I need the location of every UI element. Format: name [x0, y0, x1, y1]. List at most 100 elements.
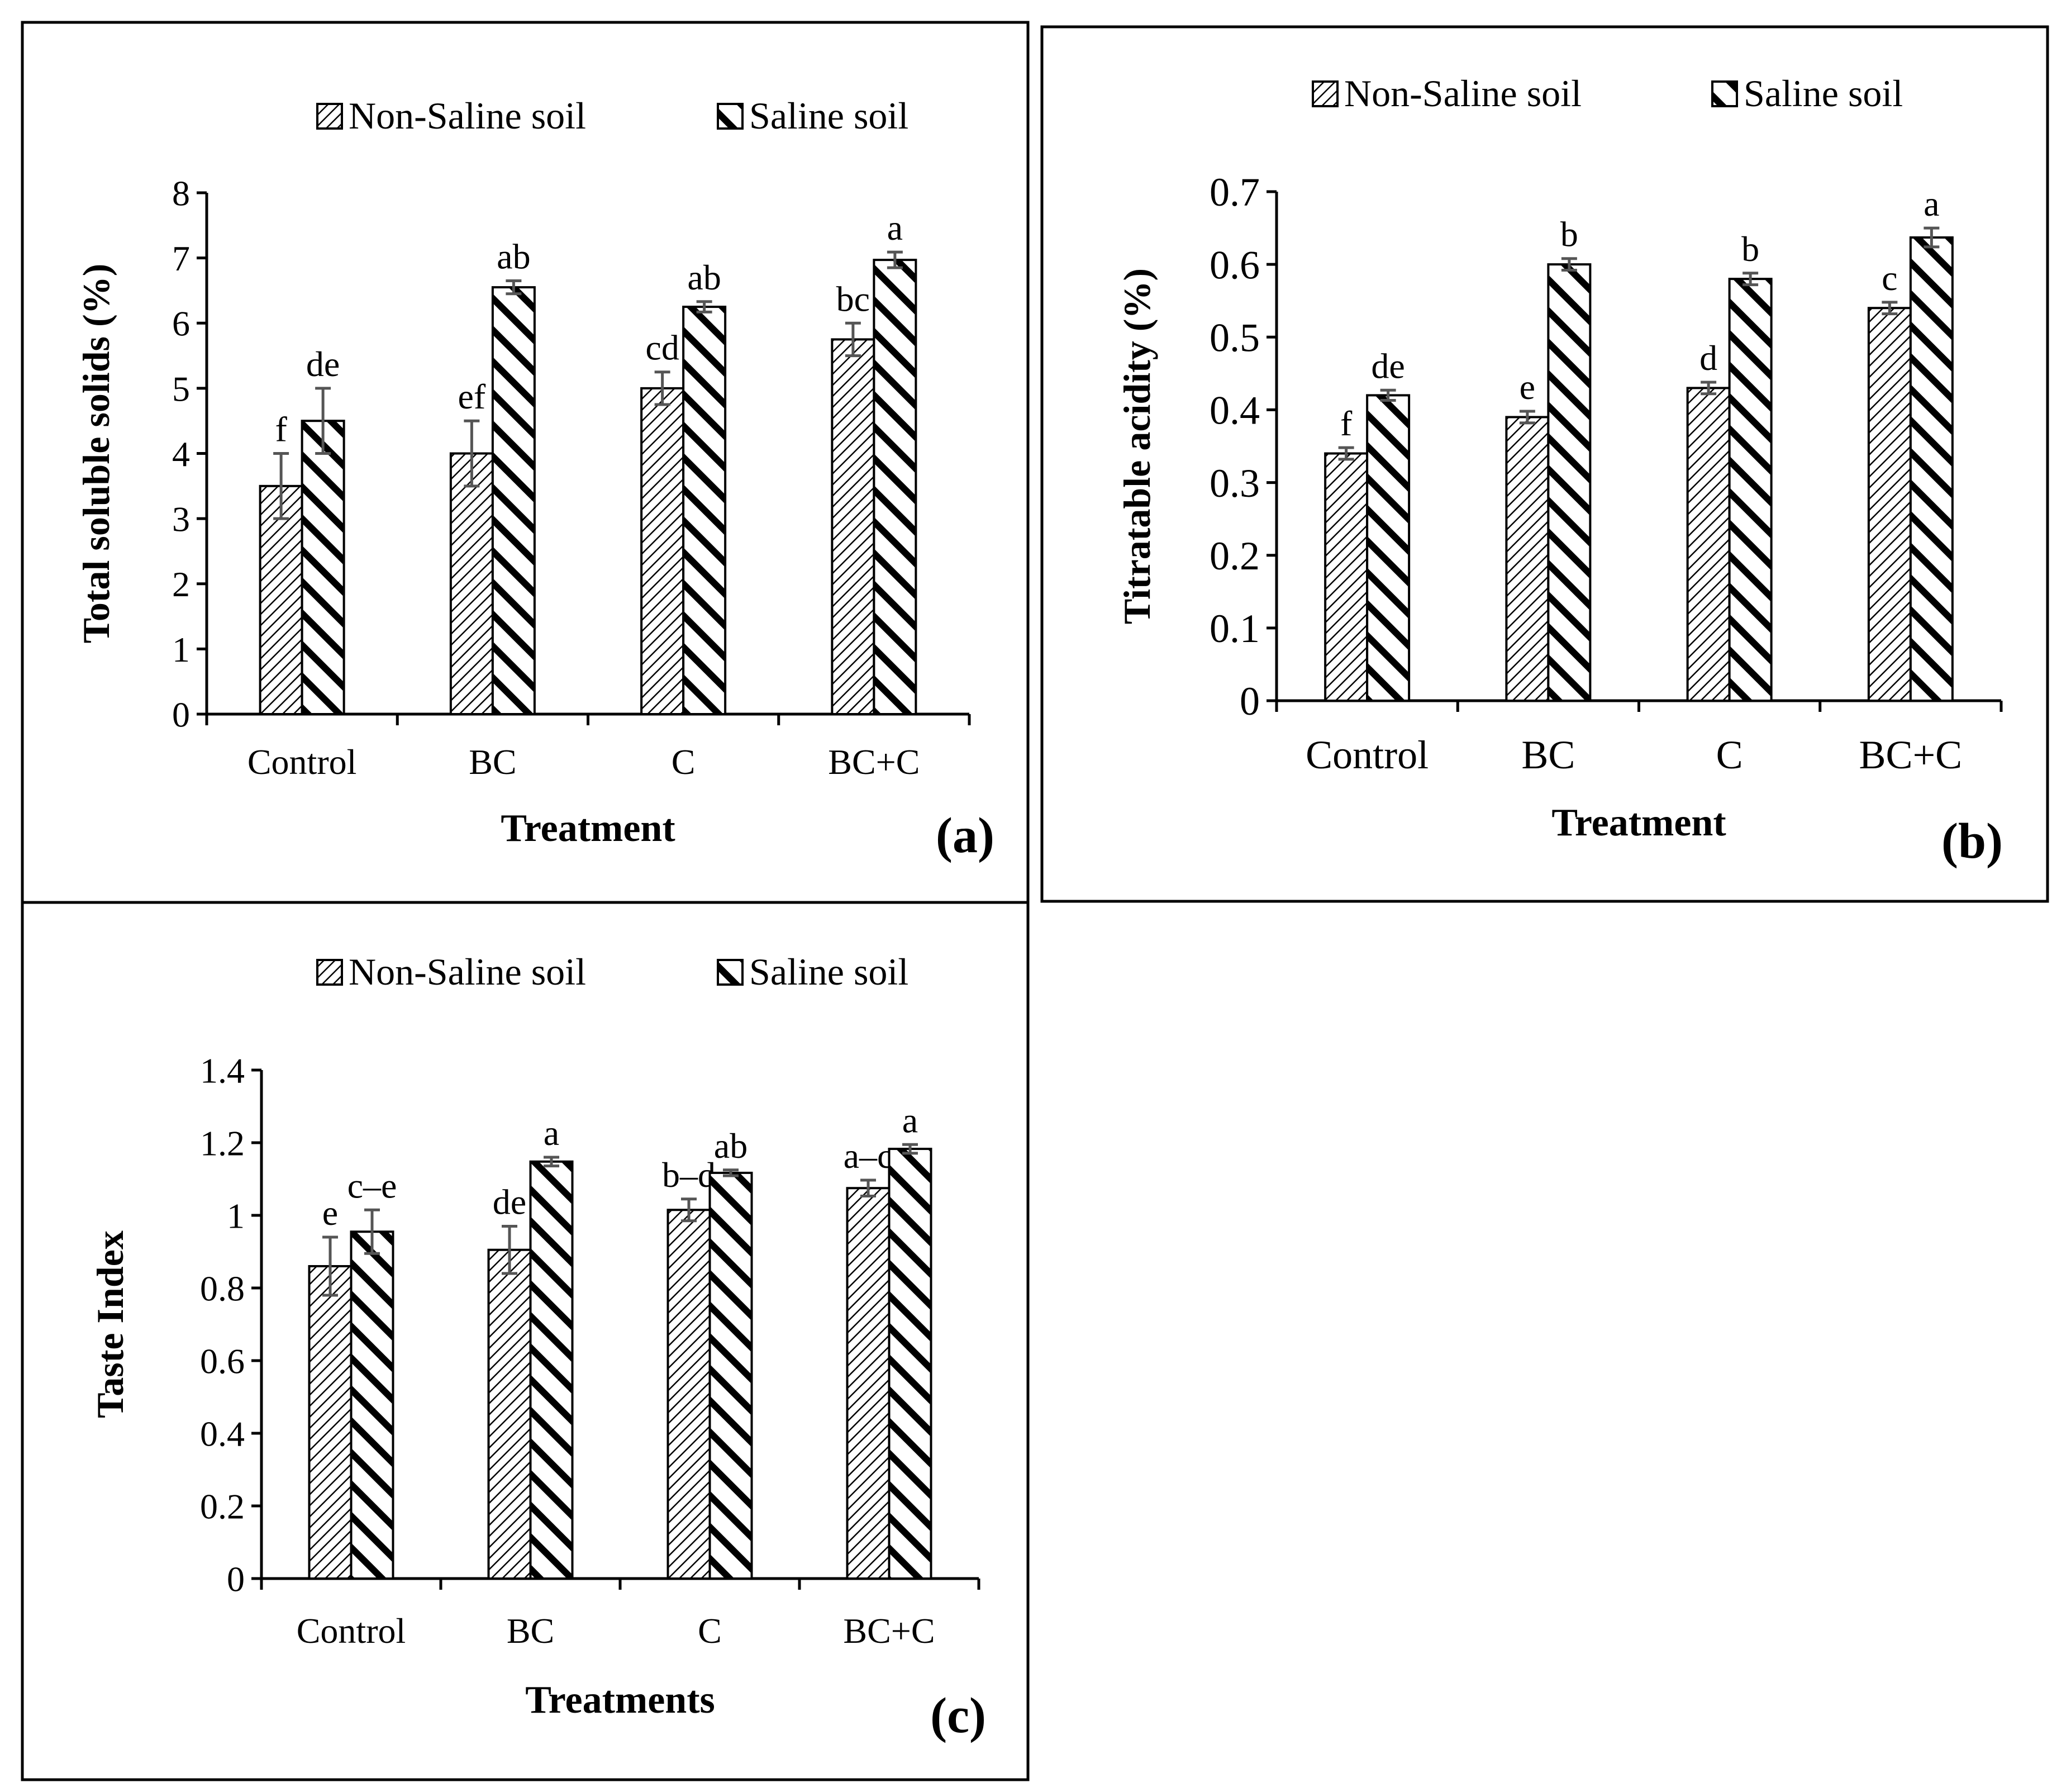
x-tick-label: Control	[1306, 733, 1429, 777]
bar-non-saline-bc-c	[846, 1187, 891, 1580]
bar-saline-control	[350, 1230, 394, 1580]
significance-letter: e	[1520, 367, 1535, 407]
significance-letter: a–c	[844, 1136, 893, 1176]
panel-label: (b)	[1941, 814, 2003, 869]
significance-letter: bc	[836, 279, 870, 319]
significance-letter: de	[306, 344, 340, 384]
legend-label: Saline soil	[749, 950, 908, 993]
bar-saline-bc-c	[1909, 236, 1954, 702]
y-tick-label: 1.4	[200, 1051, 245, 1090]
y-tick-label: 0.6	[1210, 243, 1260, 287]
significance-letter: ab	[687, 258, 721, 297]
y-tick-label: 0.7	[1210, 170, 1260, 215]
significance-letter: a	[902, 1100, 918, 1140]
x-tick-label: BC	[507, 1611, 554, 1651]
x-tick-label: BC+C	[1859, 733, 1963, 777]
panel-b-frame	[1040, 25, 2049, 903]
significance-letter: cd	[645, 328, 679, 368]
significance-letter: b	[1560, 215, 1578, 254]
chart-c: 0 0.2 0.4 0.6 0.8 1 1.2 1.4 Control BC C BC+C e de b–d…	[89, 950, 986, 1743]
x-tick-label: C	[698, 1611, 722, 1651]
bar-saline-c	[682, 306, 727, 715]
y-tick-label: 0.8	[200, 1268, 245, 1308]
x-tick-label: BC	[1521, 733, 1575, 777]
y-tick-label: 0.2	[200, 1486, 245, 1526]
legend-swatch-saline	[717, 103, 744, 130]
y-tick-label: 6	[172, 304, 190, 344]
bar-saline-bc-c	[888, 1148, 932, 1580]
bar-saline-bc	[1547, 263, 1592, 702]
bar-non-saline-bc	[487, 1248, 532, 1580]
legend-label: Non-Saline soil	[349, 94, 586, 137]
x-tick-label: Control	[247, 742, 357, 782]
significance-letter: f	[275, 410, 287, 449]
chart-a: 0 1 2 3 4 5 6 7 8 Control BC C BC+C f ef cd bc de ab ab a Non…	[75, 94, 994, 863]
bar-non-saline-c	[640, 387, 685, 715]
bar-saline-control	[1366, 394, 1411, 702]
chart-b: 0 0.1 0.2 0.3 0.4 0.5 0.6 0.7 Control BC C BC+C f e d c…	[1116, 72, 2003, 869]
y-tick-label: 0.1	[1210, 606, 1260, 651]
bar-saline-c	[708, 1171, 753, 1580]
y-tick-label: 0	[1240, 679, 1260, 724]
significance-letter: de	[1371, 346, 1405, 386]
legend-swatch-non-saline	[316, 103, 343, 130]
y-axis-title: Total soluble solids (%)	[75, 264, 117, 644]
x-tick-label: C	[1716, 733, 1743, 777]
bar-non-saline-bc-c	[1867, 307, 1912, 702]
y-tick-label: 7	[172, 239, 190, 278]
x-axis-title: Treatment	[501, 807, 675, 850]
y-tick-label: 1	[172, 630, 190, 669]
y-axis-title: Titratable acidity (%)	[1116, 268, 1158, 624]
significance-letter: a	[1924, 184, 1939, 224]
bar-non-saline-bc-c	[831, 338, 875, 715]
significance-letter: a	[544, 1113, 559, 1153]
x-axis-title: Treatment	[1551, 801, 1726, 844]
y-tick-label: 1	[227, 1196, 245, 1235]
significance-letter: a	[887, 208, 903, 248]
x-tick-label: BC	[469, 742, 516, 782]
significance-letter: ab	[714, 1126, 748, 1166]
bar-non-saline-control	[1324, 452, 1369, 702]
legend-label: Saline soil	[749, 94, 908, 137]
y-axis-title: Taste Index	[89, 1230, 131, 1418]
bar-non-saline-c	[1686, 387, 1731, 702]
bar-saline-bc-c	[873, 259, 917, 715]
y-tick-label: 0.2	[1210, 534, 1260, 578]
panel-label: (a)	[936, 808, 994, 863]
y-tick-label: 4	[172, 434, 190, 474]
significance-letter: f	[1340, 403, 1353, 443]
y-tick-label: 3	[172, 500, 190, 539]
bar-non-saline-c	[666, 1209, 711, 1580]
bar-saline-c	[1728, 278, 1773, 702]
y-tick-label: 5	[172, 369, 190, 408]
significance-letter: ef	[458, 377, 486, 416]
bar-non-saline-bc	[449, 452, 494, 715]
y-tick-label: 0.4	[1210, 388, 1260, 433]
legend-label: Non-Saline soil	[349, 950, 586, 993]
significance-letter: ab	[497, 236, 530, 276]
y-tick-label: 0	[172, 695, 190, 734]
bar-saline-control	[301, 420, 345, 715]
x-tick-label: C	[672, 742, 696, 782]
significance-letter: b	[1741, 229, 1759, 269]
legend-label: Non-Saline soil	[1344, 72, 1582, 115]
legend-swatch-saline	[1711, 80, 1738, 107]
x-tick-label: Control	[297, 1611, 406, 1651]
significance-letter: d	[1699, 338, 1717, 378]
panel-label: (c)	[930, 1688, 986, 1743]
y-tick-label: 0.6	[200, 1341, 245, 1381]
y-tick-label: 0.4	[200, 1414, 245, 1453]
significance-letter: de	[493, 1182, 526, 1222]
legend-label: Saline soil	[1744, 72, 1903, 115]
x-tick-label: BC+C	[843, 1611, 935, 1651]
legend-swatch-non-saline	[1312, 80, 1339, 107]
y-tick-label: 1.2	[200, 1123, 245, 1163]
bar-saline-bc	[491, 286, 536, 715]
y-tick-label: 8	[172, 173, 190, 213]
legend-swatch-non-saline	[316, 959, 343, 986]
bar-non-saline-bc	[1505, 416, 1550, 702]
y-tick-label: 2	[172, 564, 190, 604]
significance-letter: e	[322, 1193, 338, 1233]
x-axis-title: Treatments	[525, 1679, 715, 1722]
